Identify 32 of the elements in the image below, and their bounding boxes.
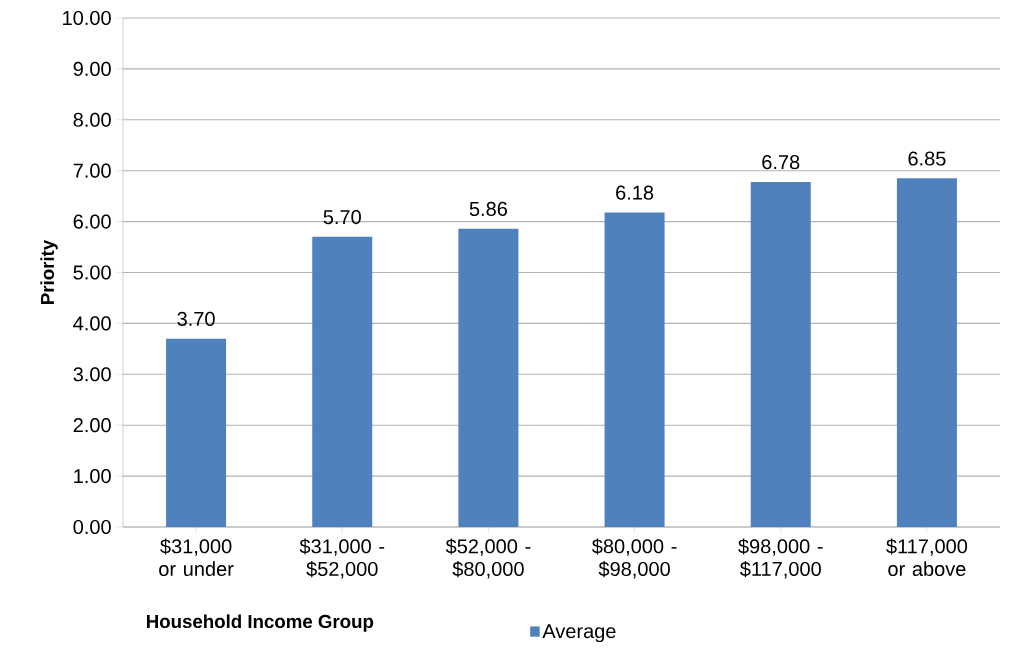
bar <box>312 236 373 527</box>
bar <box>166 338 227 527</box>
data-label: 5.70 <box>323 209 361 225</box>
y-tick-label: 0.00 <box>73 519 111 535</box>
y-tick-label: 6.00 <box>73 214 111 229</box>
data-label: 6.78 <box>762 155 800 170</box>
y-tick-label: 3.00 <box>73 367 111 382</box>
legend-label: Average <box>542 624 616 643</box>
x-tick-label: $31,000 or under <box>159 538 234 577</box>
bar <box>604 212 665 527</box>
x-tick-label: $117,000 or above <box>886 538 968 577</box>
x-axis-title: Household Income Group <box>146 614 374 632</box>
x-tick-label: $31,000 - $52,000 <box>299 538 385 579</box>
bar <box>458 228 519 527</box>
y-tick-label: 4.00 <box>73 316 111 331</box>
y-tick-label: 1.00 <box>74 469 111 484</box>
x-tick-label: $98,000 - $117,000 <box>738 538 823 579</box>
y-tick-label: 8.00 <box>73 112 111 127</box>
y-tick-label: 5.00 <box>73 265 111 280</box>
y-tick-label: 7.00 <box>73 163 111 178</box>
x-tick-label: $52,000 - $80,000 <box>445 538 531 579</box>
data-label: 5.86 <box>469 201 507 216</box>
data-label: 6.85 <box>908 151 946 166</box>
bar <box>750 181 811 527</box>
data-label: 6.18 <box>616 185 654 200</box>
y-axis-title: Priority <box>40 239 58 304</box>
data-label: 3.70 <box>177 311 215 326</box>
y-tick-label: 10.00 <box>63 10 111 26</box>
bar <box>896 178 957 527</box>
y-tick-label: 2.00 <box>73 418 111 433</box>
x-tick-label: $80,000 - $98,000 <box>591 538 677 579</box>
y-tick-label: 9.00 <box>73 61 111 76</box>
